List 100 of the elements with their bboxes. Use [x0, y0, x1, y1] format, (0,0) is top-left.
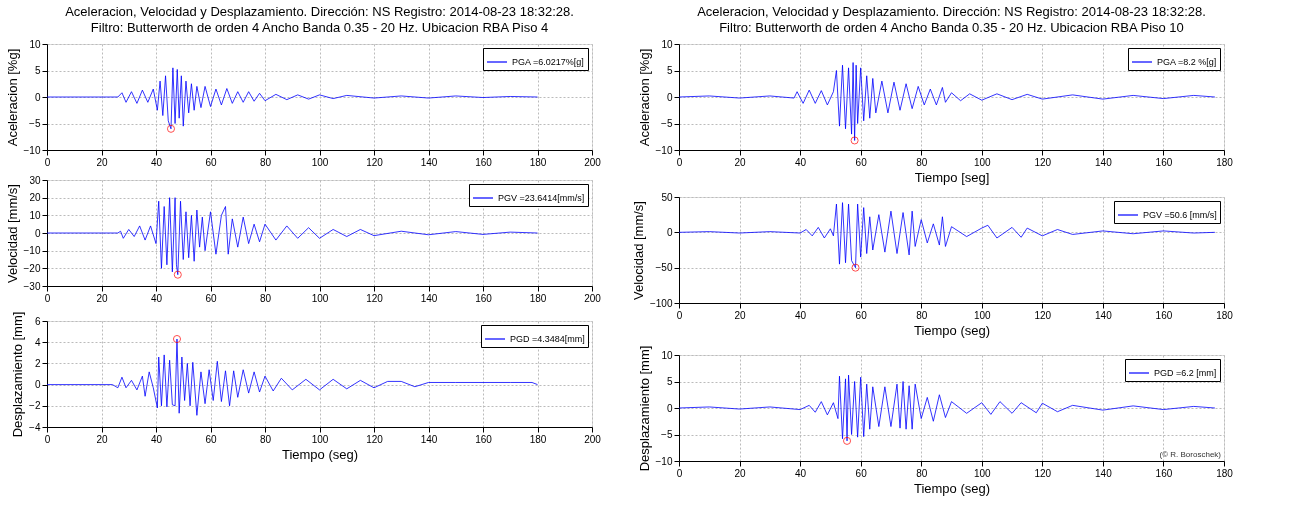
y-tick-label: 0	[666, 91, 673, 103]
y-tick-label: 0	[34, 91, 41, 103]
chart-subtitle: Filtro: Butterworth de orden 4 Ancho Banda 0.35 - 20 Hz. Ubicacion RBA Piso 10	[719, 20, 1184, 35]
x-tick-label: 160	[475, 433, 493, 445]
y-tick-label: −20	[23, 262, 41, 274]
x-tick-label: 160	[475, 292, 493, 304]
y-tick-label: 6	[34, 315, 41, 327]
x-tick-label: 0	[44, 156, 51, 168]
y-tick-label: −30	[23, 280, 41, 292]
y-tick-label: −5	[661, 118, 673, 129]
x-tick-label: 180	[529, 156, 547, 168]
x-tick-label: 200	[584, 433, 602, 445]
line-series	[46, 67, 538, 130]
y-tick-label: 0	[34, 227, 41, 239]
x-tick-label: 20	[734, 309, 747, 321]
y-tick-label: −10	[655, 144, 673, 156]
x-tick-label: 60	[205, 433, 217, 445]
y-tick-label: −4	[29, 421, 41, 433]
x-axis-title: Tiempo [seg]	[914, 169, 990, 185]
x-tick-label: 20	[734, 467, 747, 479]
x-tick-label: 120	[366, 433, 384, 445]
x-tick-label: 160	[1155, 156, 1173, 168]
x-tick-label: 160	[1155, 467, 1173, 479]
x-tick-label: 120	[366, 156, 384, 168]
x-tick-label: 100	[311, 433, 329, 445]
x-tick-label: 0	[676, 309, 683, 321]
x-tick-label: 140	[1095, 156, 1113, 168]
x-tick-label: 140	[420, 433, 438, 445]
y-tick-label: 10	[661, 38, 673, 50]
y-tick-label: −10	[23, 245, 41, 257]
y-tick-label: 20	[29, 192, 41, 204]
line-series	[678, 202, 1216, 269]
x-tick-label: 120	[366, 292, 384, 304]
y-axis-title: Aceleracion [%g]	[636, 48, 652, 147]
x-tick-label: 100	[973, 467, 992, 479]
legend-label: PGD =6.2 [mm]	[1154, 368, 1217, 378]
y-tick-label: 0	[666, 226, 673, 238]
x-tick-label: 0	[676, 467, 683, 479]
y-tick-label: −5	[661, 429, 673, 440]
x-tick-label: 60	[205, 156, 217, 168]
x-tick-label: 40	[150, 156, 163, 168]
annotation: (© R. Boroschek)	[1159, 450, 1222, 459]
y-tick-label: −50	[655, 262, 673, 274]
legend-label: PGV =23.6414[mm/s]	[498, 193, 585, 203]
y-axis-title: Velocidad [mm/s]	[4, 184, 20, 283]
y-tick-label: 0	[34, 379, 41, 391]
y-tick-label: 5	[34, 65, 41, 76]
x-tick-label: 80	[916, 309, 928, 321]
y-tick-label: −2	[29, 400, 41, 412]
x-tick-label: 40	[150, 433, 163, 445]
y-tick-label: 2	[34, 357, 41, 369]
y-tick-label: 10	[661, 349, 673, 361]
x-tick-label: 40	[795, 156, 807, 168]
y-axis-title: Aceleracion [%g]	[4, 48, 20, 147]
x-tick-label: 120	[1034, 156, 1052, 168]
x-tick-label: 100	[973, 309, 992, 321]
x-tick-label: 60	[205, 292, 217, 304]
x-tick-label: 100	[311, 292, 329, 304]
x-tick-label: 60	[855, 309, 868, 321]
chart-title: Aceleracion, Velocidad y Desplazamiento. Dirección: NS Registro: 2014-08-23 18:32:28.	[65, 4, 574, 19]
x-tick-label: 100	[973, 156, 992, 168]
x-tick-label: 140	[1095, 309, 1113, 321]
x-tick-label: 120	[1034, 309, 1052, 321]
legend-label: PGD =4.3484[mm]	[510, 334, 585, 344]
x-axis-title: Tiempo (seg)	[913, 322, 991, 338]
y-tick-label: 50	[661, 191, 673, 203]
y-tick-label: −100	[649, 297, 673, 309]
x-tick-label: 200	[584, 156, 602, 168]
x-axis-title: Tiempo (seg)	[913, 480, 991, 496]
y-axis-title: Velocidad [mm/s]	[630, 201, 646, 300]
y-tick-label: −5	[29, 118, 41, 129]
chart-title: Aceleracion, Velocidad y Desplazamiento. Dirección: NS Registro: 2014-08-23 18:32:28.	[697, 4, 1206, 19]
x-tick-label: 20	[96, 433, 108, 445]
y-tick-label: −10	[23, 144, 41, 156]
x-tick-label: 80	[916, 467, 928, 479]
x-tick-label: 60	[855, 467, 868, 479]
x-tick-label: 40	[795, 309, 807, 321]
x-tick-label: 160	[1155, 309, 1173, 321]
y-tick-label: 5	[666, 65, 673, 76]
x-tick-label: 0	[44, 433, 51, 445]
x-tick-label: 180	[529, 433, 547, 445]
chart-subtitle: Filtro: Butterworth de orden 4 Ancho Banda 0.35 - 20 Hz. Ubicacion RBA Piso 4	[90, 20, 549, 35]
y-axis-title: Desplazamiento [mm]	[636, 345, 652, 472]
x-tick-label: 0	[676, 156, 683, 168]
x-tick-label: 180	[1216, 309, 1234, 321]
y-axis-title: Desplazamiento [mm]	[10, 311, 26, 438]
x-tick-label: 0	[44, 292, 51, 304]
x-axis-title: Tiempo (seg)	[281, 446, 359, 462]
y-tick-label: 0	[666, 402, 673, 414]
x-tick-label: 120	[1034, 467, 1052, 479]
y-tick-label: −10	[655, 455, 673, 467]
x-tick-label: 80	[259, 156, 272, 168]
legend-label: PGV =50.6 [mm/s]	[1143, 210, 1217, 220]
x-tick-label: 140	[1095, 467, 1113, 479]
x-tick-label: 20	[96, 292, 108, 304]
x-tick-label: 80	[916, 156, 928, 168]
x-tick-label: 180	[529, 292, 547, 304]
y-tick-label: 30	[29, 174, 41, 186]
x-tick-label: 100	[311, 156, 329, 168]
legend-label: PGA =8.2 %[g]	[1157, 57, 1217, 67]
